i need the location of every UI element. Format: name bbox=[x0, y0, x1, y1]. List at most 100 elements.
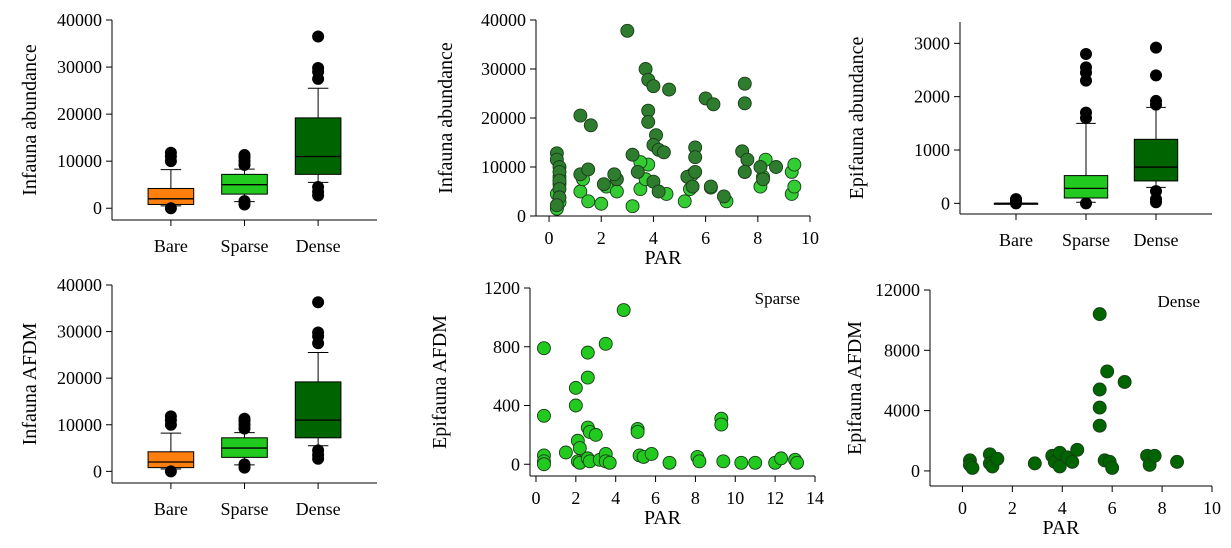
scatter-point bbox=[714, 417, 729, 432]
x-tick-label: 6 bbox=[651, 488, 660, 508]
outlier-point bbox=[238, 458, 251, 471]
x-tick-label: 8 bbox=[691, 488, 700, 508]
box-body bbox=[147, 187, 195, 205]
category-label-dense: Dense bbox=[296, 236, 341, 256]
scatter-point bbox=[656, 145, 671, 160]
box-body bbox=[147, 451, 195, 469]
scatter-point bbox=[594, 196, 609, 211]
panel-infauna-abundance-box: 0 10000 20000 30000 40000 Infauna abundance Ba… bbox=[19, 10, 377, 256]
y-axis-title: Epifauna AFDM bbox=[429, 315, 451, 449]
outlier-point bbox=[1080, 197, 1092, 210]
scatter-point bbox=[581, 194, 596, 209]
box-dense bbox=[294, 30, 342, 202]
scatter-point bbox=[692, 454, 707, 469]
y-tick-label: 30000 bbox=[481, 59, 526, 79]
scatter-point bbox=[716, 189, 731, 204]
scatter-point bbox=[787, 157, 802, 172]
y-tick-label: 20000 bbox=[57, 368, 102, 388]
scatter-point bbox=[1065, 454, 1080, 469]
scatter-point bbox=[706, 97, 721, 112]
box-sparse bbox=[221, 149, 268, 211]
y-tick-label: 10000 bbox=[57, 151, 102, 171]
scatter-point bbox=[549, 198, 564, 213]
scatter-point bbox=[1070, 442, 1085, 457]
box-body bbox=[294, 381, 342, 439]
scatter-point bbox=[740, 152, 755, 167]
box-body bbox=[1133, 138, 1179, 182]
box-body bbox=[1063, 175, 1109, 199]
category-label-bare: Bare bbox=[154, 499, 188, 519]
outlier-point bbox=[164, 202, 177, 215]
outlier-point bbox=[1010, 193, 1022, 206]
scatter-point bbox=[568, 398, 583, 413]
scatter-point bbox=[568, 380, 583, 395]
scatter-point bbox=[965, 460, 980, 475]
scatter-point bbox=[716, 454, 731, 469]
scatter-point bbox=[651, 184, 666, 199]
scatter-point bbox=[596, 177, 611, 192]
scatter-point bbox=[734, 455, 749, 470]
scatter-point bbox=[537, 457, 551, 472]
outlier-point bbox=[312, 326, 325, 339]
scatter-point bbox=[602, 455, 617, 470]
scatter-point bbox=[620, 23, 635, 38]
category-label-bare: Bare bbox=[154, 236, 188, 256]
outlier-point bbox=[1150, 185, 1162, 198]
box-bare bbox=[147, 410, 195, 478]
panel-epifauna-afdm-dense-scatter: 0 4000 8000 12000 Epifauna AFDM 0 2 4 6 8 10 PAR Den… bbox=[844, 280, 1221, 539]
x-tick-label: 10 bbox=[726, 488, 744, 508]
y-tick-label: 0 bbox=[911, 461, 920, 481]
scatter-point bbox=[677, 194, 692, 209]
box-dense bbox=[294, 296, 342, 465]
y-tick-label: 20000 bbox=[481, 108, 526, 128]
scatter-point bbox=[787, 179, 802, 194]
scatter-point bbox=[558, 445, 573, 460]
scatter-point bbox=[573, 108, 588, 123]
outlier-point bbox=[312, 62, 325, 74]
y-axis-title: Infauna abundance bbox=[19, 44, 41, 196]
scatter-point bbox=[769, 160, 784, 174]
scatter-point bbox=[1092, 307, 1107, 322]
x-tick-label: 8 bbox=[1158, 498, 1167, 518]
scatter-point bbox=[753, 160, 768, 174]
scatter-point bbox=[625, 147, 640, 162]
scatter-point bbox=[1092, 400, 1107, 415]
scatter-point bbox=[598, 336, 613, 351]
scatter-point bbox=[581, 162, 596, 177]
scatter-point bbox=[748, 455, 763, 470]
scatter-point bbox=[641, 114, 656, 129]
scatter-point bbox=[737, 76, 752, 91]
scatter-point bbox=[588, 427, 603, 442]
x-tick-label: 2 bbox=[597, 228, 606, 248]
y-tick-label: 10000 bbox=[57, 415, 102, 435]
scatter-point bbox=[583, 118, 598, 133]
panel-annotation: Sparse bbox=[755, 289, 800, 308]
panel-epifauna-abundance-box: 0 1000 2000 3000 Epifauna abundance Bare Spars… bbox=[846, 22, 1212, 250]
outlier-point bbox=[1150, 69, 1162, 82]
scatter-point bbox=[662, 82, 677, 97]
y-tick-label: 3000 bbox=[914, 33, 950, 53]
outlier-point bbox=[1150, 41, 1162, 54]
x-tick-label: 8 bbox=[753, 228, 762, 248]
box-sparse bbox=[1063, 48, 1109, 210]
scatter-point bbox=[990, 451, 1005, 466]
y-tick-label: 20000 bbox=[57, 104, 102, 124]
panel-infauna-abundance-scatter: 0 10000 20000 30000 40000 Infauna abundance 0 2… bbox=[435, 10, 819, 269]
outlier-point bbox=[312, 30, 325, 43]
y-tick-label: 1000 bbox=[914, 140, 950, 160]
y-axis-title: Infauna AFDM bbox=[19, 322, 41, 445]
y-tick-label: 12000 bbox=[875, 280, 920, 300]
x-tick-label: 4 bbox=[611, 488, 620, 508]
y-axis-title: Infauna abundance bbox=[435, 42, 457, 194]
y-tick-label: 0 bbox=[93, 198, 102, 218]
scatter-point bbox=[580, 370, 595, 385]
outlier-point bbox=[1080, 48, 1092, 60]
scatter-point bbox=[790, 455, 805, 470]
outlier-point bbox=[312, 444, 325, 457]
y-tick-label: 400 bbox=[493, 396, 520, 416]
outlier-point bbox=[1150, 94, 1162, 107]
outlier-point bbox=[1080, 106, 1092, 119]
x-tick-label: 0 bbox=[531, 488, 540, 508]
box-bare bbox=[993, 193, 1039, 210]
x-tick-label: 10 bbox=[1203, 498, 1221, 518]
